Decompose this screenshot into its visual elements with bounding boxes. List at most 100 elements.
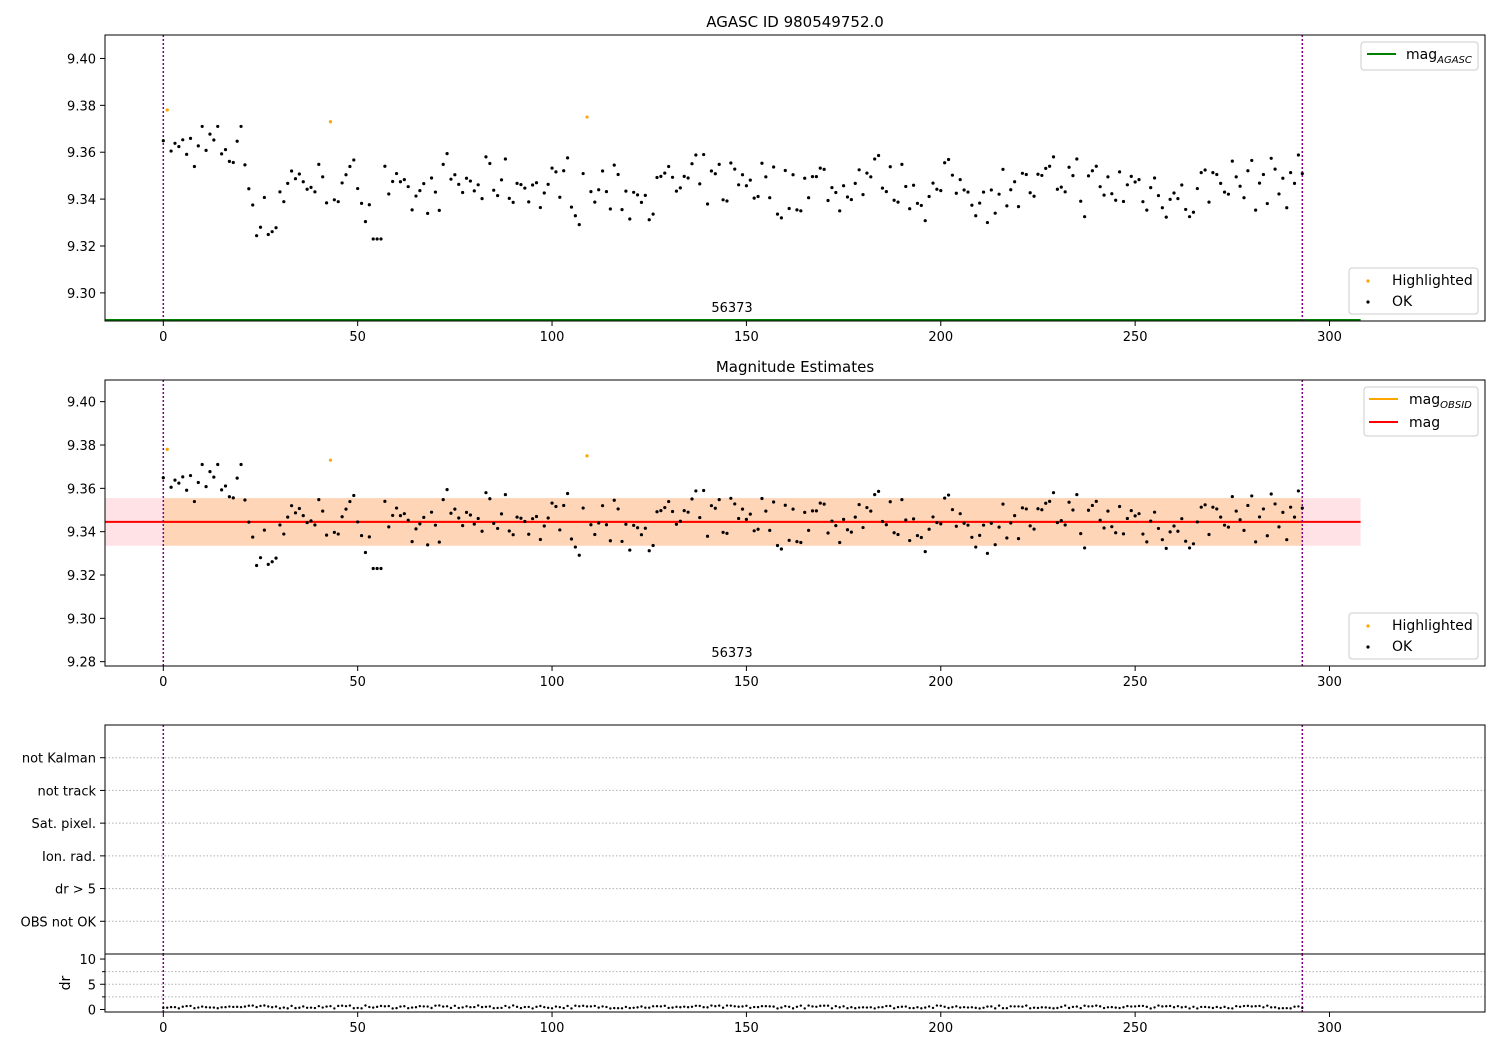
y-tick-label: 5: [88, 978, 96, 993]
flag-label: dr > 5: [55, 883, 96, 898]
dr-point: [714, 1005, 717, 1008]
ok-point: [1300, 171, 1304, 176]
ok-point: [437, 208, 441, 212]
ok-point: [406, 185, 410, 189]
ok-point: [1051, 491, 1056, 495]
ok-point: [499, 178, 504, 182]
ok-point: [919, 535, 923, 540]
ok-point: [1234, 509, 1238, 513]
ok-point: [1187, 215, 1192, 219]
dr-point: [927, 1005, 931, 1008]
ok-point: [1005, 536, 1009, 540]
ok-point: [426, 211, 430, 215]
ok-point: [764, 175, 768, 179]
y-tick-label: 9.40: [67, 52, 96, 67]
ok-point: [1090, 169, 1094, 173]
flag-label: Sat. pixel.: [32, 817, 96, 832]
ok-point: [740, 173, 745, 177]
ok-point: [177, 481, 181, 485]
ok-point: [795, 540, 799, 544]
dr-point: [776, 1007, 779, 1010]
dr-point: [581, 1004, 585, 1007]
dr-point: [305, 1006, 309, 1009]
dr-point: [200, 1005, 204, 1008]
dr-point: [920, 1007, 923, 1010]
dr-point: [508, 1006, 511, 1009]
dr-point: [1231, 1007, 1234, 1010]
ok-point: [873, 157, 877, 161]
dr-point: [1289, 1007, 1292, 1010]
ok-point: [398, 180, 403, 184]
ok-point: [1071, 174, 1075, 178]
ok-point: [550, 166, 554, 170]
dr-point: [679, 1006, 682, 1009]
ok-point: [993, 211, 997, 215]
y-tick-label: 9.30: [67, 612, 96, 627]
obsid-legend-text: magOBSID: [1409, 392, 1472, 411]
dr-point: [885, 1004, 888, 1008]
dr-point: [589, 1005, 593, 1008]
ok-point: [966, 190, 970, 194]
ok-point: [624, 189, 628, 193]
ok-point: [332, 530, 336, 534]
ok-point: [845, 195, 850, 199]
dr-point: [889, 1004, 892, 1008]
ok-point: [1203, 168, 1207, 172]
ok-point: [1269, 492, 1273, 496]
dr-point: [302, 1005, 305, 1008]
ok-point: [931, 515, 935, 519]
ok-point: [1219, 515, 1223, 519]
dr-point: [819, 1004, 822, 1008]
ok-point: [324, 533, 329, 537]
ok-point: [356, 186, 360, 191]
ok-point: [573, 214, 577, 218]
dr-point: [912, 1006, 915, 1010]
ok-point: [1187, 546, 1192, 550]
ok-point: [1063, 523, 1067, 527]
ok-point: [216, 124, 220, 129]
magnitude-panel-axes: 0 50 100 150 200 250 300 9.28 9.30 9.32 9.34 9.36 9.…: [67, 396, 1342, 690]
dr-point: [916, 1006, 919, 1009]
dr-point: [270, 1006, 274, 1009]
dr-point: [504, 1004, 507, 1008]
dr-point: [601, 1005, 604, 1008]
ok-point: [391, 179, 395, 184]
dr-point: [667, 1006, 670, 1010]
ok-point: [1009, 188, 1013, 192]
ok-point: [663, 171, 667, 175]
ok-point: [985, 220, 990, 225]
magnitude-panel: Magnitude Estimates 56373 0 50 100 150 200 25…: [67, 358, 1486, 690]
dr-point: [1060, 1005, 1063, 1009]
ok-point: [1180, 183, 1184, 187]
ok-point: [1261, 507, 1266, 511]
ok-point: [352, 158, 356, 162]
ok-point: [212, 138, 216, 142]
ok-point: [635, 526, 640, 530]
dr-point: [838, 1006, 841, 1009]
x-tick-label: 100: [540, 675, 565, 690]
ok-point: [694, 489, 698, 493]
highlighted-point: [328, 458, 333, 462]
dr-point: [632, 1006, 635, 1009]
dr-point: [329, 1004, 332, 1008]
ok-point: [845, 528, 850, 532]
agasc-mag-legend-text: magAGASC: [1406, 47, 1472, 66]
ok-point: [1242, 528, 1246, 532]
dr-point: [768, 1005, 771, 1008]
agasc-mag-legend: magAGASC: [1360, 41, 1479, 71]
ok-point: [667, 499, 671, 504]
ok-point: [569, 537, 574, 541]
ok-point: [1020, 171, 1025, 175]
ok-point: [1254, 540, 1258, 544]
dr-point: [787, 1005, 791, 1008]
ok-point: [367, 535, 371, 539]
magnitude-panel-title: Magnitude Estimates: [716, 358, 874, 376]
dr-point: [993, 1007, 997, 1010]
ok-point: [410, 540, 414, 544]
ok-point: [402, 512, 406, 516]
flags-panel-marks: not Kalman not track Sat. pixel. Ion. rad. d…: [21, 725, 1485, 954]
dr-point: [216, 1007, 219, 1010]
ok-point: [1024, 172, 1028, 177]
ok-point: [488, 161, 492, 166]
